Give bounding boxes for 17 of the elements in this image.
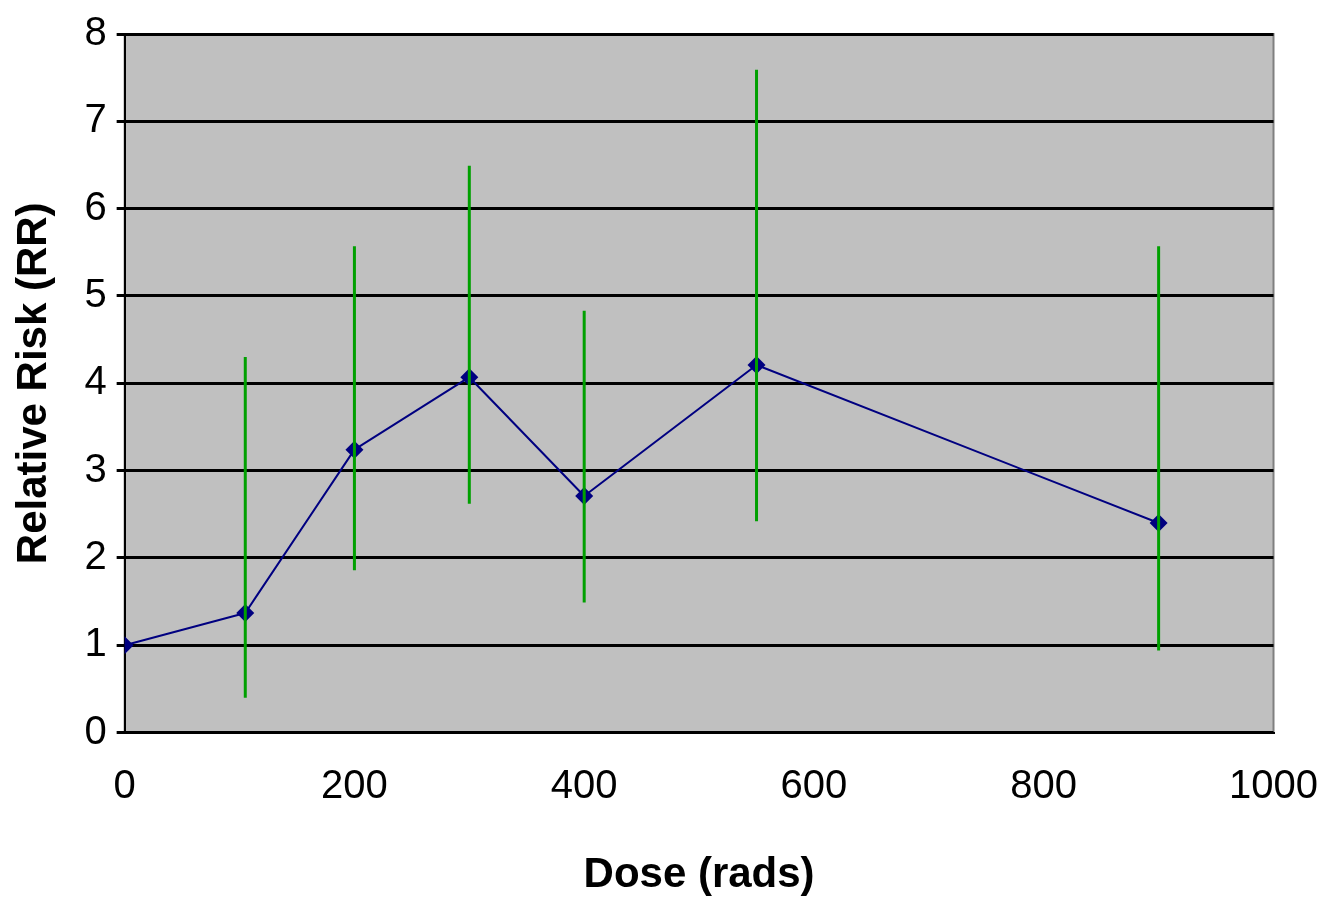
y-tick-label: 8 (84, 9, 107, 54)
y-tick-label: 0 (84, 707, 107, 752)
y-tick-label: 4 (84, 358, 107, 403)
y-tick-label: 6 (84, 183, 107, 228)
x-tick-label: 1000 (1229, 761, 1318, 806)
y-tick-label: 3 (84, 445, 107, 490)
y-tick-label: 1 (84, 620, 107, 665)
x-tick-label: 800 (1010, 761, 1078, 806)
y-tick-label: 5 (84, 271, 107, 316)
x-tick-label: 200 (321, 761, 388, 806)
x-tick-label: 400 (550, 761, 618, 806)
x-tick-label: 600 (780, 761, 848, 806)
y-axis-title: Relative Risk (RR) (7, 202, 55, 565)
y-tick-label: 2 (84, 532, 107, 577)
y-tick-label: 7 (84, 96, 107, 141)
x-axis-title: Dose (rads) (583, 849, 815, 897)
x-tick-label: 0 (113, 761, 136, 806)
